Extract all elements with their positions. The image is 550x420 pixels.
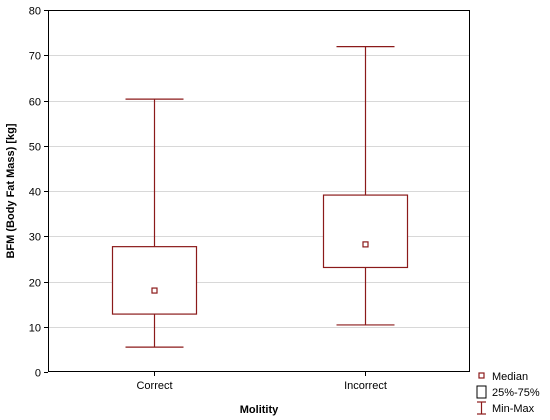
y-tick-label: 10 — [29, 323, 41, 335]
legend-box-symbol — [476, 385, 487, 399]
box-group-correct — [111, 98, 198, 348]
legend: Median 25%-75% Min-Max — [476, 371, 540, 415]
legend-median-label: Median — [492, 371, 528, 383]
y-axis-title: BFM (Body Fat Mass) [kg] — [5, 123, 17, 258]
boxes — [111, 46, 409, 348]
y-tick-label: 80 — [29, 6, 41, 18]
iqr-box — [322, 194, 409, 269]
legend-box-label: 25%-75% — [492, 387, 540, 399]
iqr-box — [111, 246, 198, 315]
box-group-incorrect — [322, 46, 409, 326]
x-axis-title: Molitity — [240, 404, 279, 416]
y-tick-label: 50 — [29, 142, 41, 154]
plot-frame — [48, 10, 470, 372]
y-tick-label: 0 — [35, 368, 41, 380]
y-tick-label: 70 — [29, 51, 41, 63]
legend-whisker-label: Min-Max — [492, 403, 535, 415]
x-axis-ticks: Correct Incorrect — [136, 372, 387, 392]
y-tick-label: 20 — [29, 278, 41, 290]
legend-whisker-symbol — [477, 401, 486, 415]
y-axis-ticks: 0 10 20 30 40 50 60 70 80 — [29, 6, 48, 380]
x-tick-label: Correct — [136, 380, 172, 392]
x-tick-label: Incorrect — [344, 380, 387, 392]
legend-median-symbol — [478, 372, 485, 379]
y-tick-label: 60 — [29, 97, 41, 109]
y-tick-label: 30 — [29, 232, 41, 244]
y-tick-label: 40 — [29, 187, 41, 199]
median-marker — [151, 287, 158, 294]
median-marker — [362, 241, 369, 248]
